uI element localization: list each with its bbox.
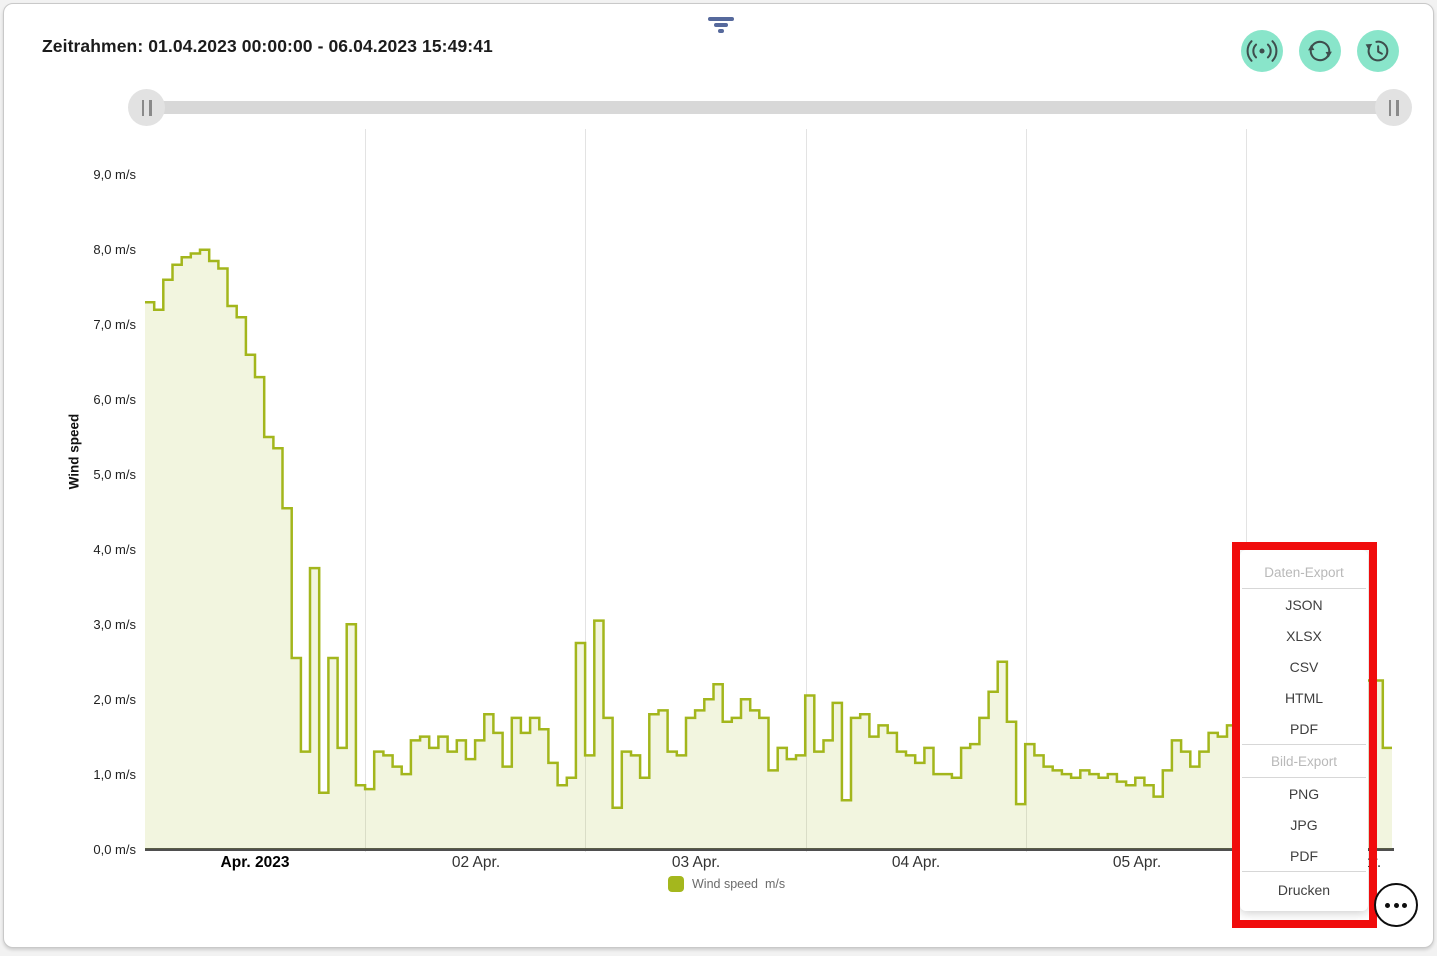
divider xyxy=(1242,871,1366,872)
menu-item-csv[interactable]: CSV xyxy=(1289,658,1319,675)
refresh-button[interactable] xyxy=(1299,30,1341,72)
legend-swatch xyxy=(668,876,684,892)
y-tick: 0,0 m/s xyxy=(93,842,136,857)
history-icon xyxy=(1361,34,1395,68)
x-axis-line xyxy=(145,848,1394,851)
menu-item-pdf-data[interactable]: PDF xyxy=(1290,720,1318,737)
gridline-04apr xyxy=(806,129,807,852)
y-tick: 3,0 m/s xyxy=(93,617,136,632)
timeframe-slider-track[interactable] xyxy=(145,101,1394,114)
menu-item-png[interactable]: PNG xyxy=(1288,785,1320,802)
menu-item-xlsx[interactable]: XLSX xyxy=(1286,627,1322,644)
more-options-button[interactable] xyxy=(1374,883,1418,927)
x-tick-apr2023: Apr. 2023 xyxy=(220,854,290,871)
dashboard-card: Zeitrahmen: 01.04.2023 00:00:00 - 06.04.… xyxy=(3,3,1434,948)
live-button[interactable] xyxy=(1241,30,1283,72)
y-tick: 2,0 m/s xyxy=(93,692,136,707)
y-tick: 5,0 m/s xyxy=(93,467,136,482)
legend-wind-speed[interactable]: Wind speed m/s xyxy=(668,876,785,892)
slider-handle-end[interactable] xyxy=(1375,89,1412,126)
timeframe-title: Zeitrahmen: 01.04.2023 00:00:00 - 06.04.… xyxy=(42,36,493,56)
divider xyxy=(1242,777,1366,778)
y-tick: 6,0 m/s xyxy=(93,392,136,407)
menu-item-pdf-image[interactable]: PDF xyxy=(1290,847,1318,864)
x-tick-05apr: 05 Apr. xyxy=(1112,854,1162,871)
x-tick-03apr: 03 Apr. xyxy=(671,854,721,871)
menu-item-json[interactable]: JSON xyxy=(1285,596,1323,613)
y-tick: 4,0 m/s xyxy=(93,542,136,557)
y-tick: 7,0 m/s xyxy=(93,317,136,332)
menu-item-drucken[interactable]: Drucken xyxy=(1277,881,1331,898)
gridline-02apr xyxy=(365,129,366,852)
export-menu: Daten-Export JSON XLSX CSV HTML PDF Bild… xyxy=(1240,550,1368,911)
legend-label: Wind speed m/s xyxy=(692,877,786,891)
y-tick: 8,0 m/s xyxy=(93,242,136,257)
menu-header-daten-export: Daten-Export xyxy=(1264,564,1344,580)
menu-header-bild-export: Bild-Export xyxy=(1270,753,1338,769)
header-actions xyxy=(1241,30,1399,72)
divider xyxy=(1242,744,1366,745)
gridline-05apr xyxy=(1026,129,1027,852)
refresh-icon xyxy=(1303,34,1337,68)
menu-item-html[interactable]: HTML xyxy=(1284,689,1324,706)
history-button[interactable] xyxy=(1357,30,1399,72)
wind-speed-chart xyxy=(145,248,1392,850)
gridline-03apr xyxy=(585,129,586,852)
menu-item-jpg[interactable]: JPG xyxy=(1290,816,1318,833)
x-tick-02apr: 02 Apr. xyxy=(451,854,501,871)
divider xyxy=(1242,588,1366,589)
ellipsis-icon xyxy=(1385,902,1390,908)
slider-handle-start[interactable] xyxy=(128,89,165,126)
x-tick-04apr: 04 Apr. xyxy=(891,854,941,871)
y-tick: 1,0 m/s xyxy=(93,767,136,782)
y-tick: 9,0 m/s xyxy=(93,167,136,182)
filter-icon[interactable] xyxy=(707,17,735,33)
broadcast-icon xyxy=(1245,34,1279,68)
y-axis-title: Wind speed xyxy=(66,413,82,490)
